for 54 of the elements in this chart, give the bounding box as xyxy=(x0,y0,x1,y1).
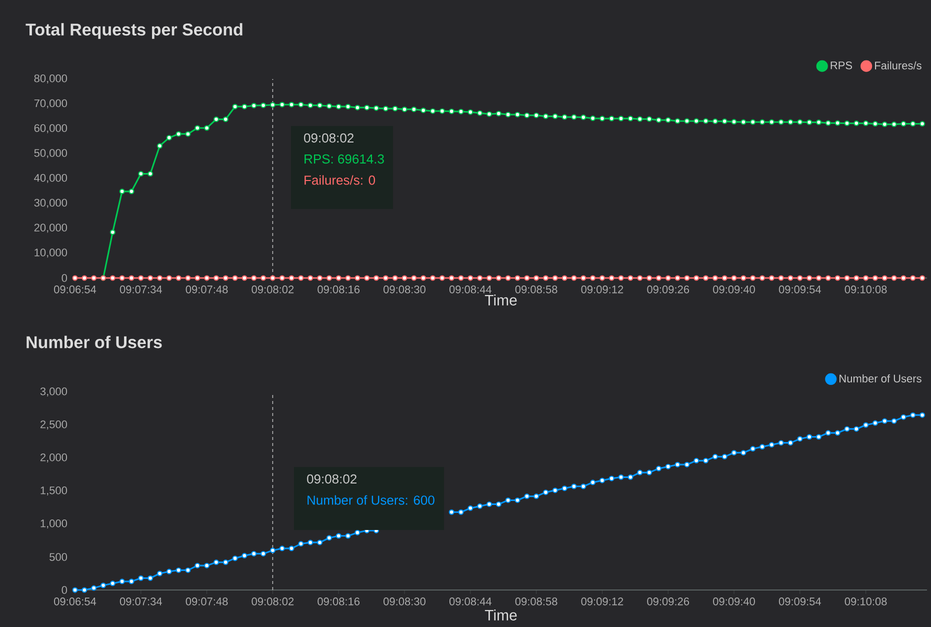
y-tick-label: 3,000 xyxy=(40,387,68,397)
x-tick-label: 09:07:34 xyxy=(120,286,162,294)
annotation: Failures/s: 0 xyxy=(304,175,376,185)
y-tick-label: 1,500 xyxy=(40,486,68,496)
x-tick-label: 09:09:40 xyxy=(713,598,755,606)
x-tick-label: 09:08:30 xyxy=(384,598,426,606)
x-tick-label: 09:08:02 xyxy=(252,286,294,294)
x-tick-label: 09:09:26 xyxy=(647,286,690,294)
x-tick-label: 09:10:08 xyxy=(844,598,887,606)
x-tick-label: 09:08:44 xyxy=(449,286,492,294)
annotation: Number of Users: 600 xyxy=(308,495,434,505)
y-tick-label: 2,500 xyxy=(40,420,68,430)
x-tick-label: 09:08:44 xyxy=(449,598,492,606)
chart-title: Total Requests per Second xyxy=(26,23,242,39)
x-tick-label: 09:06:54 xyxy=(54,598,96,606)
y-tick-label: 10,000 xyxy=(34,248,68,258)
y-tick-label: 2,000 xyxy=(40,453,68,463)
x-tick-label: 09:07:48 xyxy=(186,598,228,606)
annotation: 09:08:02 xyxy=(307,474,356,484)
legend-label: Number of Users xyxy=(840,374,922,382)
legend-label: RPS xyxy=(830,62,852,70)
x-tick-label: 09:08:58 xyxy=(515,286,558,294)
y-tick-label: 0 xyxy=(62,274,68,282)
x-tick-label: 09:08:16 xyxy=(318,286,360,294)
annotation: 09:08:02 xyxy=(304,133,354,143)
x-tick-label: 09:10:08 xyxy=(844,286,887,294)
x-tick-label: 09:06:54 xyxy=(54,286,96,294)
y-tick-label: 50,000 xyxy=(34,149,68,158)
y-tick-label: 1,000 xyxy=(40,519,68,529)
y-tick-label: 60,000 xyxy=(34,124,68,134)
x-tick-label: 09:09:40 xyxy=(713,286,755,294)
x-axis-title: Time xyxy=(484,294,517,306)
x-axis-title: Time xyxy=(484,609,517,620)
x-tick-label: 09:09:54 xyxy=(778,598,821,606)
x-tick-label: 09:08:02 xyxy=(252,598,294,606)
y-tick-label: 80,000 xyxy=(34,74,68,84)
y-tick-label: 70,000 xyxy=(34,99,68,108)
chart-title: Number of Users xyxy=(26,336,162,348)
legend-label: Failures/s xyxy=(875,61,922,70)
x-tick-label: 09:08:58 xyxy=(515,598,558,606)
y-tick-label: 30,000 xyxy=(34,198,68,208)
y-tick-label: 20,000 xyxy=(34,224,68,233)
annotation: RPS: 69614.3 xyxy=(304,154,384,164)
x-tick-label: 09:07:48 xyxy=(186,286,228,294)
x-tick-label: 09:09:26 xyxy=(647,598,690,606)
x-tick-label: 09:08:16 xyxy=(318,598,360,606)
x-tick-label: 09:09:12 xyxy=(581,286,624,294)
x-tick-label: 09:08:30 xyxy=(384,286,426,294)
y-tick-label: 40,000 xyxy=(34,174,68,184)
y-tick-label: 0 xyxy=(62,586,68,594)
y-tick-label: 500 xyxy=(50,553,68,561)
x-tick-label: 09:09:54 xyxy=(778,286,821,294)
x-tick-label: 09:07:34 xyxy=(120,598,162,606)
x-tick-label: 09:09:12 xyxy=(581,598,624,606)
